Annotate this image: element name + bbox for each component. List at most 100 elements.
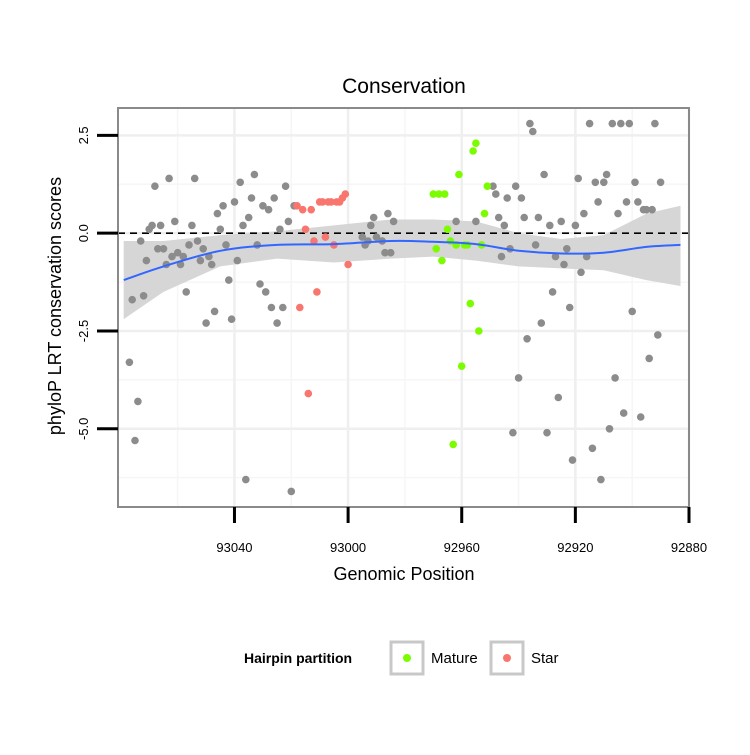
data-point-star xyxy=(304,389,313,398)
data-point-star xyxy=(327,198,335,206)
data-point-other xyxy=(369,213,378,222)
y-tick-label: 2.5 xyxy=(76,126,91,144)
data-point-other xyxy=(159,245,168,253)
data-point-other xyxy=(216,225,225,234)
data-point-other xyxy=(188,221,196,230)
data-point-other xyxy=(651,119,659,128)
data-point-other xyxy=(557,217,565,226)
data-point-other xyxy=(389,217,398,226)
data-point-mature xyxy=(466,299,475,308)
data-point-mature xyxy=(435,190,443,198)
x-tick-label: 92920 xyxy=(557,540,593,555)
data-point-other xyxy=(136,237,145,245)
data-point-other xyxy=(600,178,608,187)
data-point-other xyxy=(134,397,142,406)
data-point-other xyxy=(537,319,546,327)
data-point-other xyxy=(597,475,605,484)
data-point-other xyxy=(202,319,210,327)
data-point-other xyxy=(250,170,259,179)
data-point-other xyxy=(233,256,242,265)
data-point-other xyxy=(276,225,284,234)
data-point-other xyxy=(591,178,600,187)
data-point-mature xyxy=(449,440,458,449)
data-point-other xyxy=(131,436,139,445)
data-point-mature xyxy=(472,139,480,147)
y-axis: 2.5 0.0 -2.5 -5.0 xyxy=(76,126,118,440)
data-point-other xyxy=(543,428,551,437)
data-point-other xyxy=(492,190,500,198)
data-point-other xyxy=(611,374,619,382)
data-point-other xyxy=(656,178,665,187)
data-point-star xyxy=(321,233,330,241)
data-point-other xyxy=(526,119,534,128)
data-point-star xyxy=(341,190,350,198)
data-point-other xyxy=(256,280,264,288)
y-tick-label: -5.0 xyxy=(76,418,91,440)
data-point-other xyxy=(179,252,188,261)
confidence-band xyxy=(123,205,681,320)
data-point-other xyxy=(608,119,617,128)
data-point-other xyxy=(287,487,296,496)
series-star xyxy=(293,190,352,398)
data-point-other xyxy=(151,182,159,190)
data-point-other xyxy=(125,358,134,367)
data-point-mature xyxy=(429,190,438,198)
data-point-other xyxy=(270,194,279,202)
data-point-mature xyxy=(440,190,449,198)
data-point-other xyxy=(503,194,512,202)
data-point-other xyxy=(472,217,480,226)
data-point-other xyxy=(239,221,247,230)
data-point-other xyxy=(540,170,548,179)
data-point-other xyxy=(509,428,517,437)
data-point-star xyxy=(313,288,321,296)
data-point-other xyxy=(207,260,216,269)
legend-label-mature: Mature xyxy=(431,650,478,667)
data-point-other xyxy=(452,217,460,226)
data-point-other xyxy=(386,248,395,257)
plot-panel xyxy=(118,108,689,507)
data-point-other xyxy=(625,119,634,128)
data-point-other xyxy=(580,209,588,218)
data-point-mature xyxy=(483,182,492,190)
data-point-other xyxy=(520,213,528,222)
data-point-other xyxy=(560,260,568,269)
data-point-star xyxy=(344,260,352,269)
data-point-other xyxy=(588,444,597,453)
data-point-other xyxy=(568,456,577,464)
data-point-other xyxy=(523,335,531,343)
data-point-other xyxy=(631,178,639,187)
data-point-other xyxy=(554,393,563,402)
y-axis-label: phyloP LRT conservation scores xyxy=(45,177,65,435)
data-point-star xyxy=(310,237,318,245)
data-point-other xyxy=(213,209,222,218)
data-point-other xyxy=(165,174,173,183)
data-point-other xyxy=(614,209,622,218)
data-point-other xyxy=(279,303,287,312)
data-point-other xyxy=(571,221,580,230)
data-point-star xyxy=(296,303,304,312)
smooth-line xyxy=(123,239,681,282)
data-point-other xyxy=(634,198,642,206)
data-point-other xyxy=(645,354,653,363)
data-point-other xyxy=(281,182,290,190)
data-point-other xyxy=(648,205,656,214)
legend-star-point xyxy=(503,654,511,662)
data-point-other xyxy=(574,174,582,183)
data-point-other xyxy=(222,241,230,249)
plot-border xyxy=(117,107,690,508)
data-point-star xyxy=(318,198,327,206)
chart-title: Conservation xyxy=(342,75,466,98)
data-point-other xyxy=(284,217,293,226)
data-point-other xyxy=(156,221,165,230)
legend-mature-point xyxy=(403,654,411,662)
data-point-mature xyxy=(480,209,489,218)
data-point-other xyxy=(617,119,625,128)
data-point-other xyxy=(236,178,244,187)
data-point-other xyxy=(225,276,233,284)
data-point-other xyxy=(128,295,136,304)
data-point-other xyxy=(384,209,392,218)
data-point-other xyxy=(534,213,543,222)
data-point-other xyxy=(619,409,628,417)
x-tick-label: 93040 xyxy=(216,540,252,555)
